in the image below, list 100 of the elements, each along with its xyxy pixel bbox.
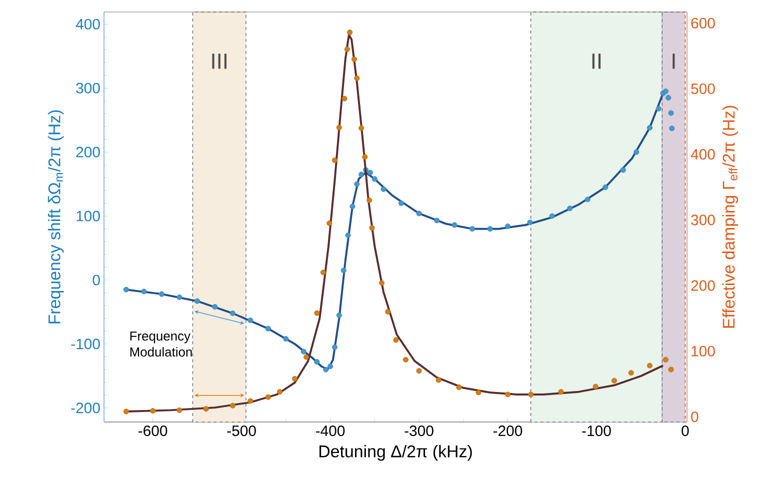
point (567, 206, 573, 212)
point (470, 226, 475, 232)
point (150, 408, 156, 414)
point (203, 406, 209, 412)
point (326, 220, 332, 226)
point (487, 226, 493, 232)
point (314, 359, 320, 365)
x-axis-title: Detuning Δ/2π (kHz) (320, 444, 472, 461)
point (456, 384, 462, 390)
point (584, 196, 590, 202)
point (628, 370, 634, 376)
point (123, 408, 129, 414)
point (230, 310, 236, 316)
point (634, 149, 640, 155)
point (379, 280, 384, 286)
x-tick-label: 0 (682, 426, 689, 436)
point (452, 222, 458, 228)
point (332, 158, 338, 163)
point (385, 309, 391, 315)
y2-tick-label: 100 (692, 346, 715, 356)
point (248, 398, 254, 404)
point (354, 76, 360, 81)
x-tick-label: -200 (493, 426, 522, 436)
x-tick-label: -100 (582, 426, 611, 436)
y-tick-label: 0 (92, 274, 100, 286)
point (668, 110, 674, 116)
x-tick-label: -400 (316, 426, 345, 436)
y2-axis-title: Effective damping Γ$_{eff}$/2π (Hz) (722, 106, 738, 328)
point (393, 337, 399, 343)
y2-tick-label: 600 (691, 18, 715, 28)
point (366, 198, 372, 204)
point (336, 312, 342, 318)
point (646, 125, 652, 131)
y2-tick-label: 500 (691, 83, 715, 94)
band-label: III (212, 54, 226, 69)
point (662, 88, 668, 94)
point (372, 176, 378, 182)
point (505, 392, 510, 398)
point (265, 394, 271, 400)
point (380, 186, 386, 192)
y-tick-label: 200 (76, 146, 100, 158)
point (402, 356, 408, 362)
point (549, 213, 555, 219)
point (350, 204, 356, 210)
point (646, 362, 652, 368)
point (602, 184, 608, 190)
point (347, 30, 353, 36)
point (141, 288, 147, 294)
point (434, 218, 440, 224)
point (176, 294, 182, 300)
point (283, 336, 289, 342)
point (230, 402, 236, 408)
point (158, 291, 164, 297)
x-tick-label: -500 (227, 426, 256, 436)
y2-tick-label: 300 (691, 214, 715, 226)
y2-tick-label: 0 (691, 411, 698, 422)
point (332, 344, 338, 350)
y-tick-label: -100 (71, 338, 100, 350)
point (176, 407, 182, 413)
y-tick-label: -200 (71, 402, 100, 414)
band-label: II (592, 54, 601, 69)
point (336, 124, 342, 130)
point (592, 384, 598, 390)
point (668, 366, 674, 372)
point (323, 366, 329, 372)
point (436, 377, 442, 383)
point (320, 270, 326, 276)
point (669, 126, 675, 132)
y2-tick-label: 400 (690, 149, 715, 160)
point (358, 172, 364, 178)
point (300, 348, 306, 354)
point (476, 390, 482, 396)
point (304, 354, 310, 360)
point (527, 220, 533, 226)
point (212, 304, 218, 310)
point (345, 232, 351, 238)
point (398, 200, 404, 206)
point (662, 356, 668, 362)
y2-tick-label: 200 (691, 280, 715, 291)
point (344, 46, 350, 52)
band-label: I (672, 54, 675, 69)
x-tick-label: -300 (404, 426, 434, 436)
point (292, 376, 298, 382)
y-tick-label: 300 (76, 82, 100, 94)
point (265, 326, 271, 332)
point (367, 170, 373, 176)
point (416, 368, 422, 374)
y-tick-label: 100 (76, 210, 100, 222)
point (505, 224, 510, 230)
point (314, 310, 320, 316)
point (416, 210, 422, 216)
point (358, 125, 364, 131)
point (248, 318, 254, 324)
point (352, 56, 357, 62)
point (342, 96, 348, 102)
point (194, 298, 200, 304)
point (620, 167, 626, 173)
point (362, 154, 368, 160)
point (528, 392, 534, 398)
point (123, 286, 129, 292)
